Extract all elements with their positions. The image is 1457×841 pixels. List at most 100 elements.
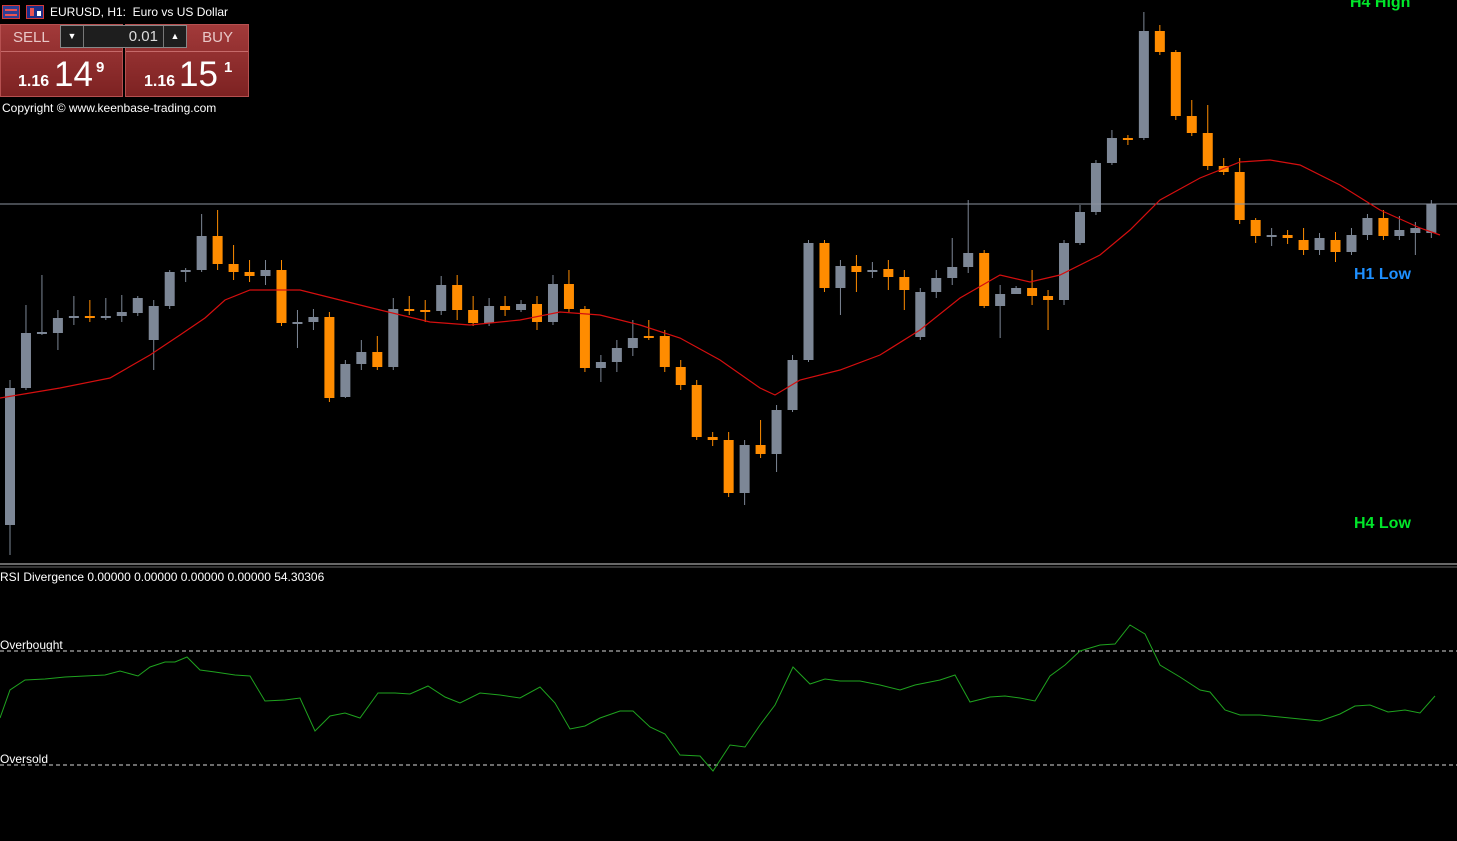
candle-body <box>643 336 654 338</box>
candle-body <box>132 298 143 313</box>
oversold-label: Oversold <box>0 752 49 766</box>
h4-low-label: H4 Low <box>1354 515 1411 532</box>
lot-size-input[interactable]: 0.01 <box>128 28 158 45</box>
candle-body <box>947 267 958 278</box>
candle-body <box>500 306 511 310</box>
candle-body <box>611 348 622 362</box>
sell-price-fraction: 9 <box>96 59 105 76</box>
one-click-trading-icon[interactable] <box>2 5 20 19</box>
candle-body <box>436 285 447 311</box>
candle-body <box>532 304 543 322</box>
candle-body <box>963 253 974 267</box>
candle-body <box>1394 230 1405 236</box>
buy-price-prefix: 1.16 <box>144 73 176 90</box>
candle-body <box>627 338 638 348</box>
candle-body <box>1027 288 1038 296</box>
candle-body <box>516 304 527 310</box>
candle-body <box>915 292 926 337</box>
candle-body <box>356 352 367 364</box>
candle-body <box>1298 240 1309 250</box>
candle-body <box>995 294 1006 306</box>
candle-body <box>547 284 558 322</box>
candle-body <box>5 388 15 525</box>
candle-body <box>1346 235 1357 252</box>
candle-body <box>835 266 846 288</box>
candle-body <box>1138 31 1149 138</box>
candle-body <box>1314 238 1325 250</box>
candle-body <box>196 236 207 270</box>
candle-body <box>883 269 894 277</box>
buy-label: BUY <box>202 29 233 46</box>
sell-label: SELL <box>13 29 50 46</box>
h1-low-label: H1 Low <box>1354 266 1411 283</box>
candle-body <box>116 312 127 316</box>
candle-body <box>1074 212 1085 243</box>
candlesticks <box>5 12 1437 555</box>
candle-body <box>659 336 670 367</box>
candle-body <box>292 322 303 324</box>
buy-divider <box>126 51 248 52</box>
candle-body <box>180 270 191 272</box>
candle-body <box>1043 296 1054 300</box>
chart-title: EURUSD, H1: Euro vs US Dollar <box>50 5 229 19</box>
buy-button[interactable]: BUY 1.16 15 1 <box>125 24 249 97</box>
candle-body <box>52 318 63 333</box>
h4-high-label: H4 High <box>1350 0 1411 11</box>
candle-body <box>1170 52 1181 116</box>
candle-body <box>308 317 319 322</box>
candle-body <box>1011 288 1022 294</box>
candle-body <box>324 317 335 398</box>
candle-body <box>212 236 223 264</box>
triangle-up-icon[interactable]: ▲ <box>163 26 186 47</box>
overbought-label: Overbought <box>0 638 63 652</box>
candle-body <box>1250 220 1261 236</box>
candle-body <box>739 445 750 493</box>
candle-body <box>1122 138 1133 140</box>
sell-price-main: 14 <box>54 55 93 94</box>
one-click-trading-panel: SELL 1.16 14 9 BUY 1.16 15 1 ▼ 0.01 ▲ <box>0 24 249 97</box>
candle-body <box>1282 235 1293 238</box>
candle-body <box>420 310 431 312</box>
candle-body <box>452 285 463 310</box>
candle-body <box>404 309 415 311</box>
sell-divider <box>1 51 122 52</box>
candle-body <box>84 316 95 318</box>
candle-body <box>1426 204 1437 233</box>
candle-body <box>579 309 590 368</box>
candle-body <box>931 278 942 292</box>
candle-body <box>36 332 47 334</box>
candle-body <box>755 445 766 454</box>
moving-average-line <box>0 159 1441 399</box>
candle-body <box>1090 163 1101 212</box>
candle-body <box>1059 243 1070 300</box>
candle-body <box>276 270 287 323</box>
buy-price-fraction: 1 <box>224 59 233 76</box>
candle-body <box>372 352 383 367</box>
candle-body <box>675 367 686 385</box>
candle-body <box>148 306 159 340</box>
indicator-title: RSI Divergence 0.00000 0.00000 0.00000 0… <box>0 570 325 584</box>
candle-body <box>771 410 782 454</box>
buy-price-main: 15 <box>179 55 218 94</box>
sell-price-prefix: 1.16 <box>18 73 50 90</box>
candle-body <box>100 316 111 318</box>
lot-size-stepper[interactable]: ▼ 0.01 ▲ <box>60 25 187 48</box>
chart-trade-icon[interactable] <box>26 5 44 19</box>
candle-body <box>1410 228 1421 233</box>
candle-body <box>164 272 175 306</box>
candle-body <box>563 284 574 309</box>
triangle-down-icon[interactable]: ▼ <box>61 26 84 47</box>
chart-title-bar: EURUSD, H1: Euro vs US Dollar <box>0 3 228 21</box>
candle-body <box>1362 218 1373 235</box>
copyright-text: Copyright © www.keenbase-trading.com <box>2 101 217 115</box>
candle-body <box>340 364 351 397</box>
candle-body <box>228 264 239 272</box>
candle-body <box>1330 240 1341 252</box>
rsi-line <box>0 624 1436 772</box>
candle-body <box>979 253 990 306</box>
candle-body <box>803 243 814 360</box>
candle-body <box>707 437 718 440</box>
candle-body <box>1234 172 1245 220</box>
candle-body <box>244 272 255 276</box>
